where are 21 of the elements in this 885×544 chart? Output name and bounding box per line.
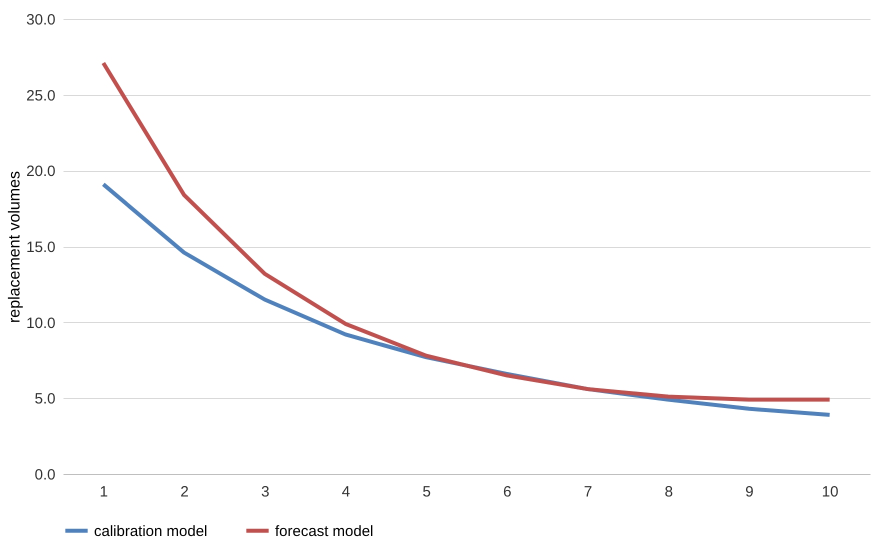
x-tick-label: 1 [100,484,108,500]
y-tick-label: 20.0 [26,163,56,180]
legend-label: calibration model [94,522,208,540]
y-tick-label: 0.0 [34,466,56,484]
y-tick-label: 5.0 [34,390,56,408]
x-tick-label: 7 [584,484,592,500]
x-tick-label: 6 [503,484,512,500]
x-tick-label: 9 [745,484,754,500]
x-tick-label: 4 [342,484,350,500]
x-tick-label: 3 [261,484,270,500]
x-tick-label: 10 [822,484,838,500]
line-series [101,60,832,402]
y-tick-label: 15.0 [26,239,56,256]
y-tick-label: 10.0 [26,314,56,332]
y-tick-label: 30.0 [26,12,56,28]
y-axis-title: replacement volumes [6,170,24,324]
x-tick-label: 2 [180,484,189,500]
x-tick-label: 8 [664,484,673,500]
x-tick-label: 5 [422,484,431,500]
y-tick-label: 25.0 [26,87,56,104]
legend-label: forecast model [275,522,374,540]
